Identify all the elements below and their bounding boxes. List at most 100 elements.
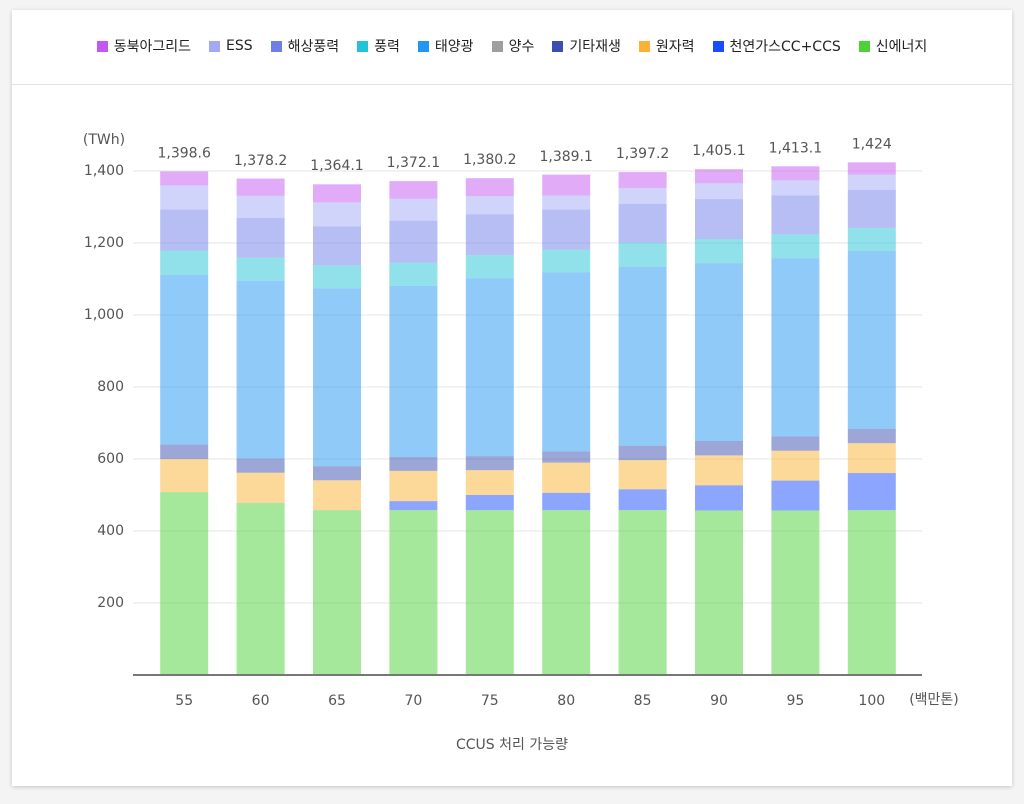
x-tick-label: 100	[858, 693, 885, 709]
bar-segment	[618, 172, 667, 188]
x-tick-label: 95	[786, 693, 804, 709]
x-tick-label: 65	[328, 693, 346, 709]
x-tick-label: 75	[481, 693, 499, 709]
y-tick-label: 1,400	[84, 163, 124, 179]
legend-swatch	[552, 40, 564, 52]
bar-segment	[618, 460, 667, 490]
y-tick-label: 200	[97, 595, 124, 611]
legend-label: 해상풍력	[287, 39, 340, 55]
bar-segment	[313, 510, 361, 675]
legend-item[interactable]: 원자력	[638, 36, 695, 56]
legend-label: 기타재생	[569, 39, 621, 55]
bar-segment	[771, 234, 820, 259]
bar-segment	[542, 174, 591, 196]
bar-segment	[695, 485, 743, 511]
total-label: 1,398.6	[157, 146, 211, 162]
x-tick-label: 55	[175, 693, 193, 709]
legend-item[interactable]: 해상풍력	[270, 36, 340, 56]
chart-card: 동북아그리드 ESS 해상풍력 풍력 태양광 양수 기타재생 원자력 천연가스CC+CCS 신에너…	[12, 10, 1012, 786]
bar-segment	[389, 198, 438, 221]
bar-segment	[847, 443, 896, 474]
legend-swatch	[270, 40, 282, 52]
bar-segment	[542, 249, 591, 273]
separator	[12, 84, 1012, 85]
legend-item[interactable]: 태양광	[417, 36, 474, 56]
bar-segment	[695, 183, 743, 200]
chart: (TWh) (백만톤) CCUS 처리 가능량 200 400 600 800 1,00…	[83, 132, 959, 753]
x-tick-label: 90	[710, 693, 728, 709]
bar-segment	[236, 472, 285, 503]
legend-item[interactable]: 동북아그리드	[96, 36, 191, 56]
legend-label: 양수	[508, 39, 535, 55]
bar-segment	[313, 184, 361, 203]
legend-swatch	[491, 40, 503, 52]
legend-swatch	[357, 40, 369, 52]
legend-label: 원자력	[655, 39, 695, 55]
bar-segment	[542, 510, 591, 675]
bar-segment	[771, 436, 820, 451]
bar-segment	[389, 510, 438, 675]
legend-label: ESS	[226, 38, 253, 54]
bar-segment	[618, 242, 667, 267]
legend-item[interactable]: 천연가스CC+CCS	[712, 36, 841, 56]
bar-segment	[847, 473, 896, 511]
bar-segment	[236, 178, 285, 196]
x-axis-unit: (백만톤)	[909, 692, 959, 708]
bar-segment	[389, 220, 438, 263]
bar-segment	[847, 189, 896, 228]
y-tick-label: 800	[97, 379, 124, 395]
bar-segment	[389, 285, 438, 457]
bar-segment	[618, 510, 667, 675]
bar-segment	[313, 226, 361, 266]
bar-segment	[160, 185, 209, 210]
bar-segment	[542, 462, 591, 493]
bar-segment	[542, 492, 591, 511]
bar-segment	[847, 428, 896, 444]
bar-segment	[618, 489, 667, 511]
legend-swatch	[209, 40, 220, 52]
total-label: 1,405.1	[692, 143, 745, 159]
bar-segment	[542, 451, 591, 463]
bar-segment	[465, 255, 514, 279]
legend-item[interactable]: ESS	[209, 36, 253, 56]
bar-segment	[465, 278, 514, 457]
bar-segment	[313, 202, 361, 227]
legend-label: 천연가스CC+CCS	[729, 39, 841, 55]
total-label: 1,413.1	[769, 140, 822, 156]
legend-item[interactable]: 풍력	[357, 36, 400, 56]
bar-segment	[618, 203, 667, 243]
bar-segment	[236, 458, 285, 473]
bar-segment	[771, 450, 820, 481]
legend-swatch	[96, 40, 108, 52]
x-tick-label: 85	[634, 693, 652, 709]
legend-item[interactable]: 기타재생	[552, 36, 621, 56]
bar-segment	[313, 288, 361, 467]
legend-swatch	[858, 40, 870, 52]
bar-segment	[847, 227, 896, 251]
legend-item[interactable]: 양수	[491, 36, 535, 56]
legend-label: 동북아그리드	[113, 39, 191, 55]
bar-segment	[695, 263, 743, 441]
bar-segment	[389, 470, 438, 502]
legend-item[interactable]: 신에너지	[858, 36, 927, 56]
bar-segment	[236, 217, 285, 258]
bar-segment	[236, 502, 285, 675]
bar-segment	[236, 257, 285, 281]
bar-segment	[465, 456, 514, 471]
y-axis-label: (TWh)	[83, 132, 125, 148]
legend-swatch	[712, 40, 724, 52]
bar-segment	[389, 501, 438, 511]
bar-segment	[695, 455, 743, 486]
bar-segment	[618, 187, 667, 204]
bar-segment	[542, 209, 591, 250]
legend: 동북아그리드 ESS 해상풍력 풍력 태양광 양수 기타재생 원자력 천연가스CC+CCS 신에너…	[12, 36, 1012, 56]
bar-segment	[465, 470, 514, 495]
bar-segment	[389, 262, 438, 286]
bar-segment	[236, 195, 285, 218]
bar-segment	[771, 510, 820, 675]
bar-segment	[160, 250, 209, 275]
bar-segment	[160, 274, 209, 445]
bar-segment	[160, 492, 209, 675]
x-axis-title: CCUS 처리 가능량	[456, 737, 568, 753]
total-label: 1,397.2	[616, 146, 669, 162]
